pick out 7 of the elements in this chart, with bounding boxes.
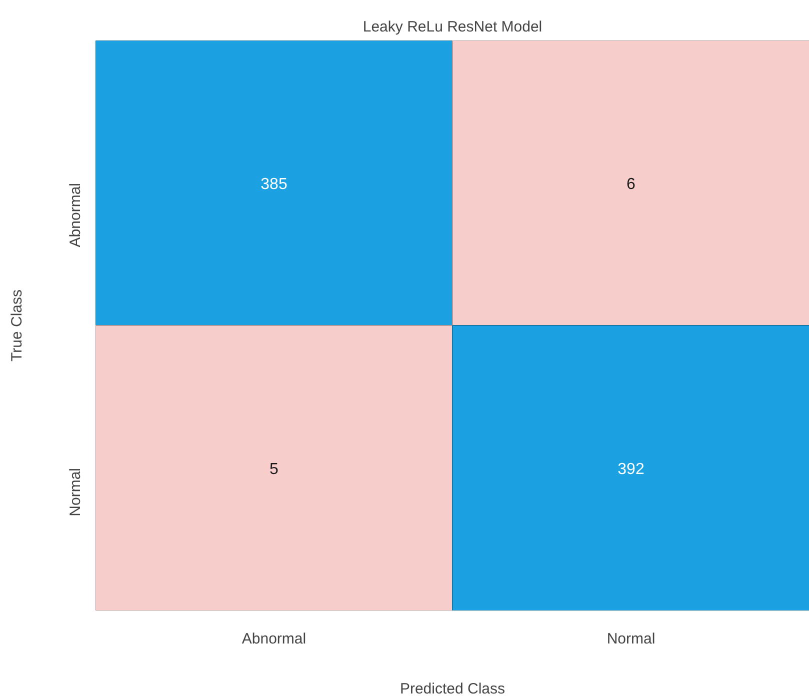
data-label: 6 [626,176,636,193]
data-label: 5 [270,461,279,478]
data-label: 385 [260,176,288,193]
y-axis-title: True Class [8,290,26,362]
x-axis-title: Predicted Class [400,680,506,698]
data-label: 392 [618,461,644,478]
chart-title: Leaky ReLu ResNet Model [362,18,542,36]
